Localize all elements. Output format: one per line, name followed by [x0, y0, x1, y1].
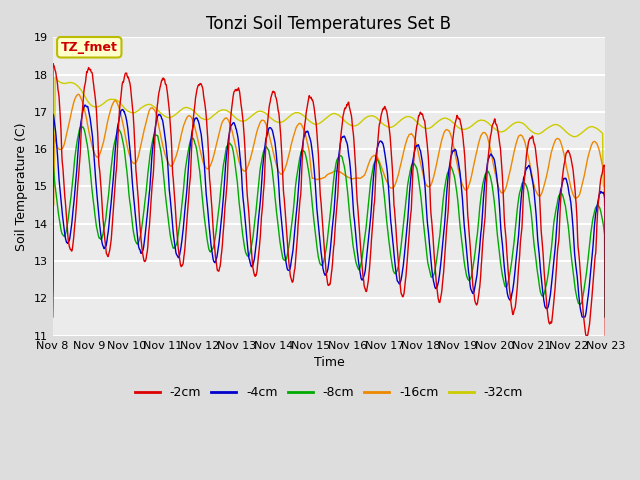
- Title: Tonzi Soil Temperatures Set B: Tonzi Soil Temperatures Set B: [207, 15, 451, 33]
- Legend: -2cm, -4cm, -8cm, -16cm, -32cm: -2cm, -4cm, -8cm, -16cm, -32cm: [130, 381, 528, 404]
- Y-axis label: Soil Temperature (C): Soil Temperature (C): [15, 122, 28, 251]
- X-axis label: Time: Time: [314, 356, 344, 369]
- Text: TZ_fmet: TZ_fmet: [61, 41, 118, 54]
